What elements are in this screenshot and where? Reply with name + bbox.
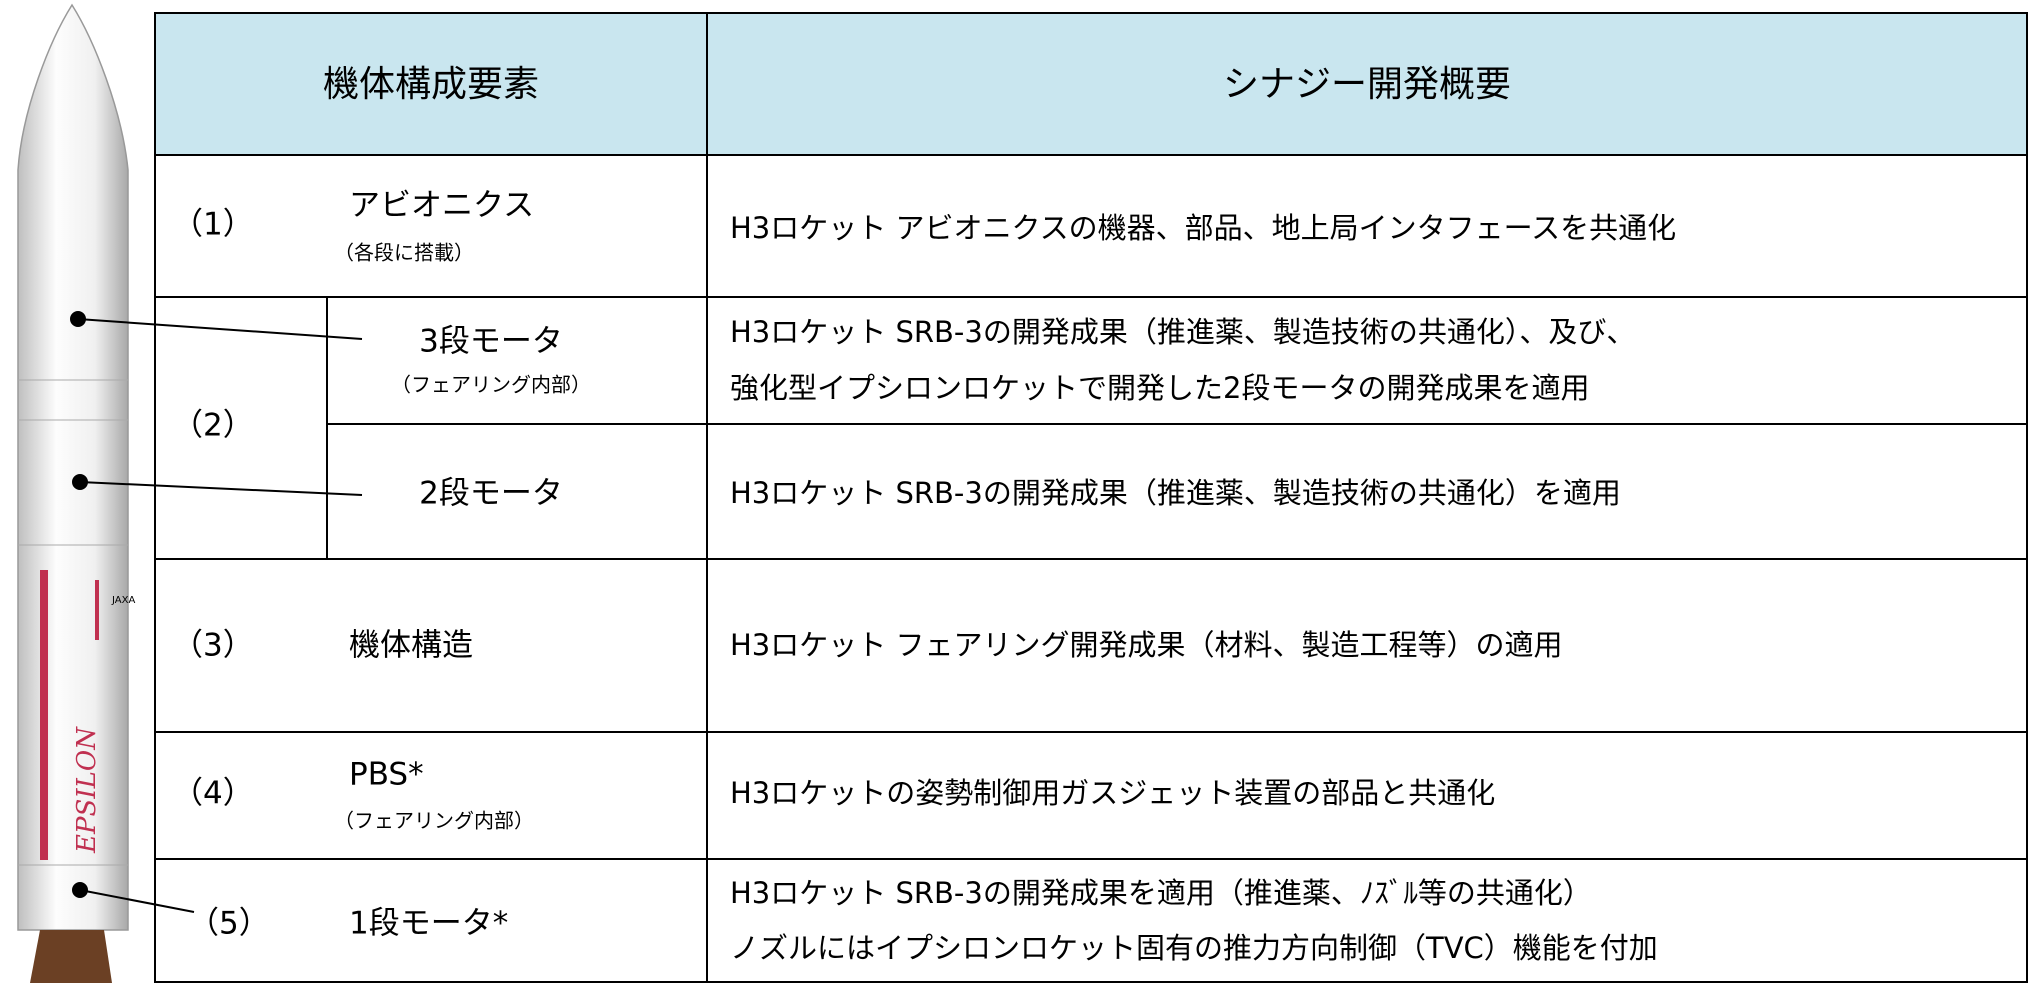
header-cell: シナジー開発概要: [1223, 64, 1511, 105]
overview: H3ロケット フェアリング開発成果（材料、製造工程等）の適用: [730, 628, 1562, 662]
component-name: 機体構造: [349, 628, 473, 664]
component-note: （フェアリング内部）: [334, 809, 534, 833]
component-name: 2段モータ: [419, 476, 563, 512]
rocket: JAXA EPSILON: [17, 3, 135, 983]
overview: ノズルにはイプシロンロケット固有の推力方向制御（TVC）機能を付加: [730, 931, 1658, 965]
overview: H3ロケットの姿勢制御用ガスジェット装置の部品と共通化: [730, 776, 1495, 810]
overview: H3ロケット SRB-3の開発成果（推進薬、製造技術の共通化）を適用: [730, 476, 1621, 510]
row-number: （2）: [172, 408, 254, 444]
component-name: 3段モータ: [419, 324, 563, 360]
row-number: （1）: [172, 207, 254, 243]
header-cell: 機体構成要素: [323, 64, 539, 105]
overview: 強化型イプシロンロケットで開発した2段モータの開発成果を適用: [730, 371, 1589, 405]
component-name: アビオニクス: [349, 188, 534, 224]
header-bg: [155, 13, 2027, 155]
overview: H3ロケット SRB-3の開発成果を適用（推進薬、ﾉｽﾞﾙ等の共通化）: [730, 876, 1592, 910]
row-number: （4）: [172, 776, 254, 812]
rocket-logo: JAXA: [111, 595, 135, 606]
table-grid: [154, 12, 2028, 983]
component-note: （フェアリング内部）: [391, 373, 591, 397]
component-name: PBS*: [349, 757, 424, 793]
leader-lines: [70, 311, 363, 913]
row-number: （3）: [172, 628, 254, 664]
overview: H3ロケット SRB-3の開発成果（推進薬、製造技術の共通化）、及び、: [730, 315, 1635, 349]
rocket-label: EPSILON: [72, 726, 102, 854]
row-number: （5）: [188, 906, 270, 942]
component-name: 1段モータ*: [349, 906, 508, 942]
overview: H3ロケット アビオニクスの機器、部品、地上局インタフェースを共通化: [730, 211, 1676, 245]
component-note: （各段に搭載）: [334, 241, 474, 265]
